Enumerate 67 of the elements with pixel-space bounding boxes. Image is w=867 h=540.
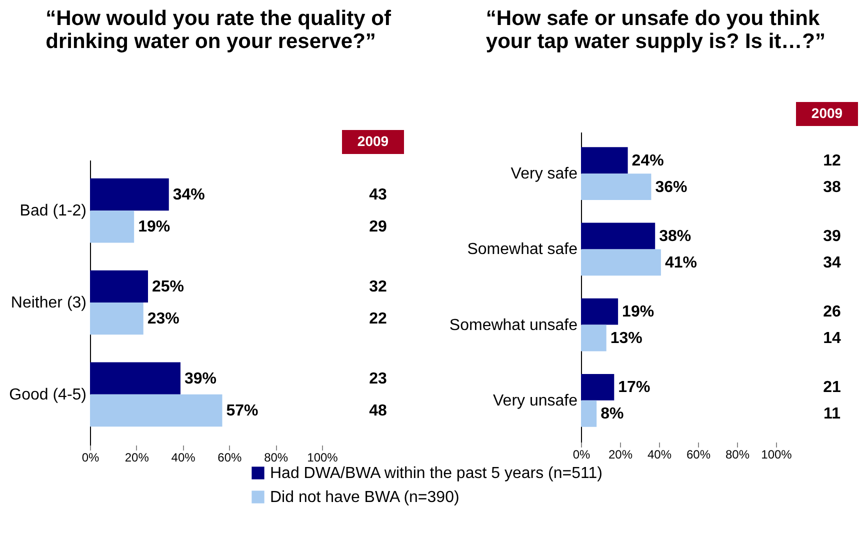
x-tick-label: 40% xyxy=(647,448,672,462)
y-tick-label: Good (4-5) xyxy=(9,386,86,404)
text: 26 xyxy=(823,304,841,321)
data-label: 23% xyxy=(147,310,180,328)
data-label: 57% xyxy=(226,402,258,420)
bar xyxy=(581,249,661,276)
text: 29 xyxy=(369,218,387,236)
x-tick-label: 20% xyxy=(124,450,150,464)
x-tick-label: 100% xyxy=(761,448,792,462)
x-tick-label: 60% xyxy=(218,450,242,464)
text: 11 xyxy=(824,406,841,423)
data-label: 34% xyxy=(172,186,205,204)
text: 38 xyxy=(823,178,841,196)
y-tick-label: Very unsafe xyxy=(493,392,578,410)
data-label: 19% xyxy=(622,304,654,321)
text: 2009 xyxy=(357,133,389,149)
chart-title: “How would you rate the quality of drinking water on your reserve?” xyxy=(46,7,392,53)
data-label: 24% xyxy=(632,152,664,170)
text: 32 xyxy=(369,278,387,296)
chart-title: “How safe or unsafe do you think your tap water supply is? Is it…?” xyxy=(486,7,826,53)
bar xyxy=(581,174,652,200)
x-tick-label: 40% xyxy=(171,450,196,464)
y-tick-label: Bad (1-2) xyxy=(20,202,86,220)
data-label: 41% xyxy=(664,254,697,272)
bar xyxy=(90,302,144,335)
x-tick-label: 60% xyxy=(686,448,711,462)
legend-label: Did not have BWA (n=390) xyxy=(270,489,460,506)
y-tick-label: Neither (3) xyxy=(10,294,86,312)
text: 22 xyxy=(369,310,387,328)
x-tick-label: 20% xyxy=(608,448,633,462)
bar xyxy=(581,147,628,174)
data-label: 19% xyxy=(138,218,170,236)
bar xyxy=(581,222,656,250)
text: 34 xyxy=(823,254,841,272)
x-tick-label: 0% xyxy=(572,448,590,462)
text: 39 xyxy=(823,228,841,245)
y-tick-label: Very safe xyxy=(510,166,578,183)
bar xyxy=(581,298,618,325)
text: 14 xyxy=(823,330,841,348)
text: 23 xyxy=(369,370,387,388)
bar xyxy=(90,270,148,302)
legend-label: Had DWA/BWA within the past 5 years (n=511) xyxy=(270,465,602,482)
data-label: 17% xyxy=(618,379,650,396)
text: 12 xyxy=(823,152,841,170)
y-tick-label: Somewhat safe xyxy=(467,241,578,258)
data-label: 38% xyxy=(659,228,692,245)
bar xyxy=(581,324,606,352)
text: 21 xyxy=(823,379,841,396)
y-tick-label: Somewhat unsafe xyxy=(449,316,578,334)
x-tick-label: 80% xyxy=(264,450,288,464)
bar xyxy=(90,362,180,394)
x-tick-label: 0% xyxy=(82,450,100,464)
x-tick-label: 100% xyxy=(307,450,338,464)
x-tick-label: 80% xyxy=(725,448,750,462)
text: 2009 xyxy=(811,105,843,121)
bar xyxy=(90,394,222,427)
data-label: 36% xyxy=(655,178,688,196)
text: 48 xyxy=(369,402,387,420)
bar xyxy=(90,210,134,243)
text: 43 xyxy=(369,186,387,204)
bar xyxy=(581,400,597,427)
data-label: 25% xyxy=(152,278,184,296)
bar xyxy=(581,374,614,400)
bar xyxy=(90,178,169,211)
data-label: 39% xyxy=(184,370,217,388)
data-label: 13% xyxy=(610,330,642,348)
data-label: 8% xyxy=(600,406,624,423)
